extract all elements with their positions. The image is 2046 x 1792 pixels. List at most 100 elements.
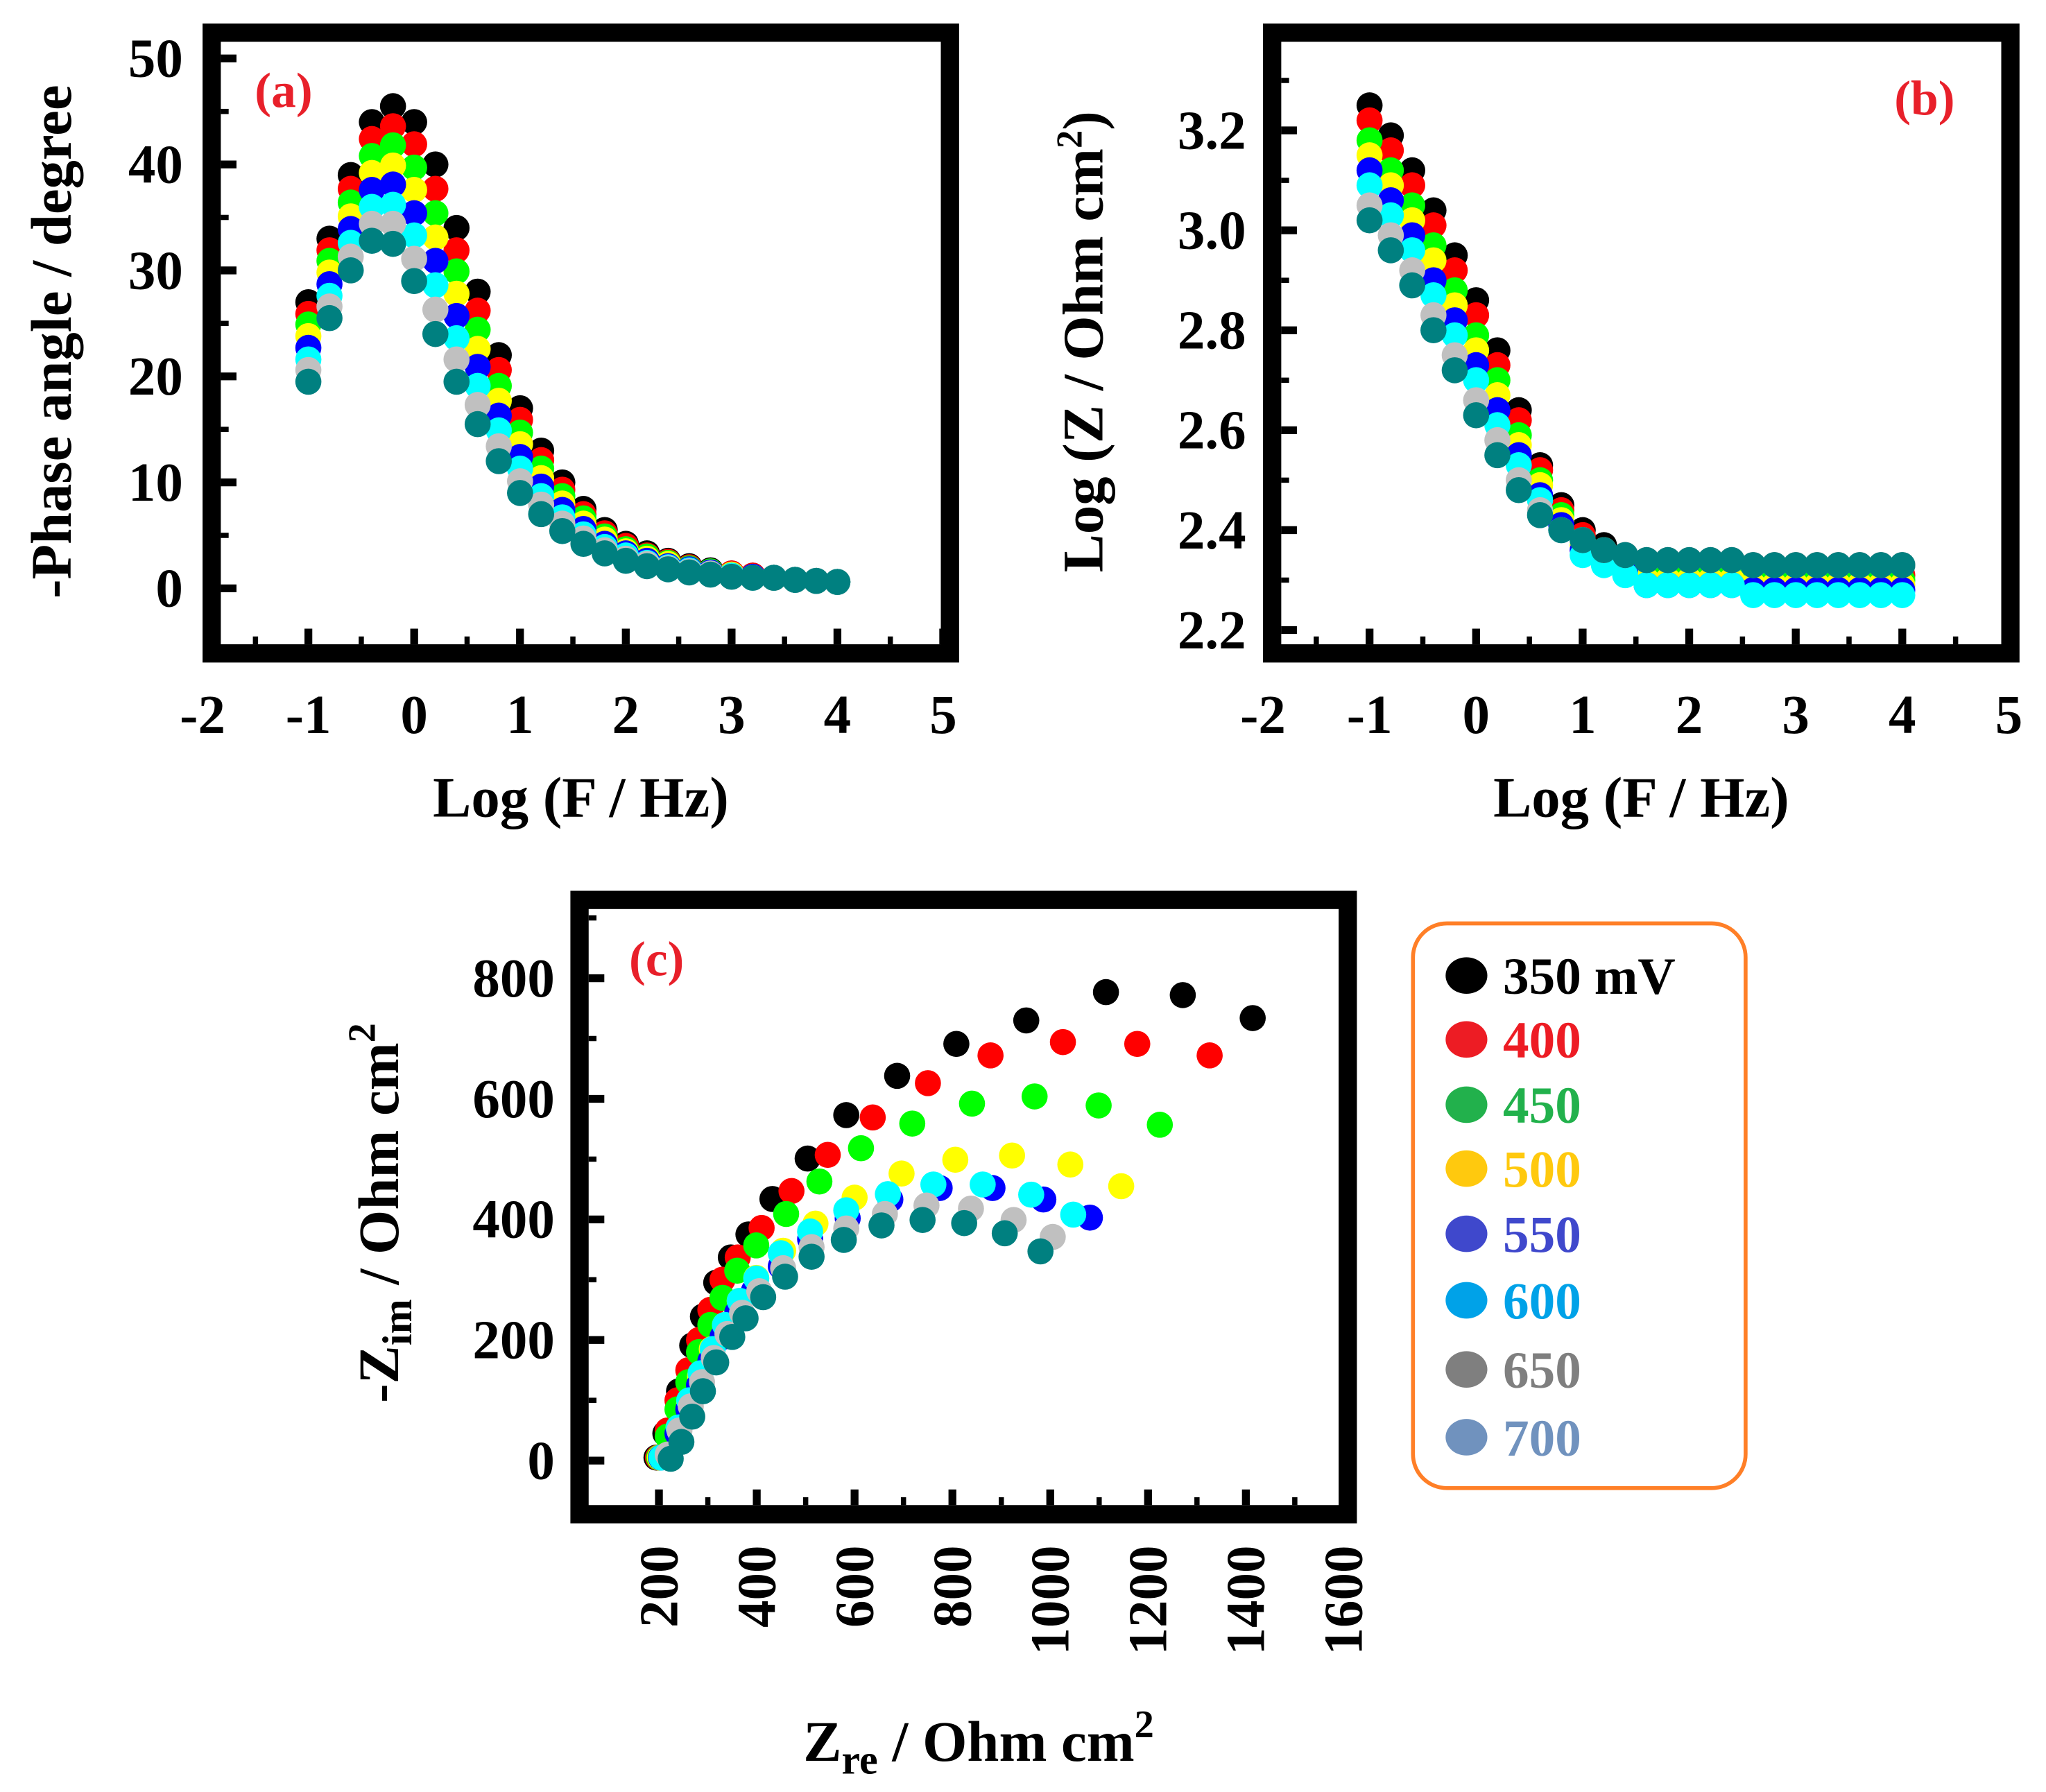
x-tick-label: 4 xyxy=(1889,685,1916,746)
data-point xyxy=(1548,517,1574,544)
y-tick-label: 50 xyxy=(128,29,183,89)
data-point xyxy=(1868,582,1894,608)
legend-entry: 700 xyxy=(1445,1410,1581,1467)
data-point xyxy=(1377,202,1404,229)
series-700-mv xyxy=(1356,207,1916,578)
panel-c-x-title-sub: re xyxy=(841,1737,877,1784)
data-point xyxy=(1484,442,1511,469)
data-point xyxy=(1092,979,1119,1006)
panel-c-y-title-rest: / Ohm cm xyxy=(347,1042,411,1299)
data-point xyxy=(942,1146,969,1173)
data-point xyxy=(359,227,385,254)
data-point xyxy=(1027,1238,1054,1265)
data-point xyxy=(1570,526,1596,553)
data-point xyxy=(875,1181,901,1207)
data-point xyxy=(612,547,639,574)
y-tick-label: 600 xyxy=(472,1069,554,1130)
data-point xyxy=(570,531,597,558)
x-tick-label: 3 xyxy=(718,685,745,746)
x-tick-label: 4 xyxy=(824,685,851,746)
data-point xyxy=(379,113,406,139)
x-tick-label: 1400 xyxy=(1217,1546,1277,1655)
data-point xyxy=(1782,552,1809,578)
data-point xyxy=(1441,322,1468,349)
data-point xyxy=(1633,546,1660,574)
data-point xyxy=(401,154,427,181)
data-point xyxy=(1612,562,1639,589)
data-point xyxy=(443,325,470,352)
data-point xyxy=(676,559,703,586)
data-point xyxy=(1825,552,1852,578)
data-point xyxy=(422,175,449,203)
data-point xyxy=(401,268,427,295)
panel-c-y-title-main: -Z xyxy=(347,1345,411,1403)
data-point xyxy=(1846,582,1873,608)
data-point xyxy=(719,1324,746,1350)
legend-entry: 500 xyxy=(1445,1141,1581,1198)
data-point xyxy=(1590,537,1617,564)
data-point xyxy=(977,1042,1004,1069)
panel-c-x-axis-title: Zre / Ohm cm2 xyxy=(803,1703,1154,1784)
data-point xyxy=(1761,582,1788,608)
data-point xyxy=(1057,1151,1084,1178)
data-point xyxy=(1846,552,1873,578)
x-tick-label: 800 xyxy=(923,1546,983,1628)
data-point xyxy=(1420,317,1447,343)
data-point xyxy=(422,224,449,251)
data-point xyxy=(379,191,406,218)
x-tick-label: 3 xyxy=(1782,685,1809,746)
data-point xyxy=(1782,582,1809,608)
data-point xyxy=(1169,982,1196,1008)
data-point xyxy=(859,1104,886,1131)
data-point xyxy=(464,336,491,362)
x-tick-label: -1 xyxy=(286,685,332,746)
y-tick-label: 800 xyxy=(472,949,554,1009)
panel-c-y-title-sub: im xyxy=(375,1299,421,1345)
data-point xyxy=(1527,502,1554,528)
panel-a-markers xyxy=(295,93,851,595)
data-point xyxy=(803,567,829,594)
data-point xyxy=(422,200,449,227)
legend-label: 550 xyxy=(1503,1206,1581,1264)
panel-c-label: (c) xyxy=(629,932,684,987)
y-tick-label: 2.8 xyxy=(1178,301,1246,361)
data-point xyxy=(443,302,470,329)
x-tick-label: 0 xyxy=(400,685,427,746)
data-point xyxy=(1697,546,1724,574)
y-tick-label: 3.2 xyxy=(1178,101,1246,161)
panel-c-markers xyxy=(643,979,1266,1472)
legend-label: 500 xyxy=(1503,1141,1581,1198)
data-point xyxy=(1049,1028,1076,1056)
data-point xyxy=(920,1171,947,1198)
data-point xyxy=(1463,302,1490,329)
data-point xyxy=(1441,357,1468,384)
data-point xyxy=(899,1110,926,1137)
legend-entry: 400 xyxy=(1445,1012,1581,1069)
data-point xyxy=(1676,546,1703,574)
data-point xyxy=(464,392,491,418)
x-tick-label: 2 xyxy=(612,685,639,746)
data-point xyxy=(1889,582,1916,608)
data-point xyxy=(507,480,533,506)
data-point xyxy=(401,200,427,227)
x-tick-label: 5 xyxy=(1995,685,2022,746)
data-point xyxy=(743,1232,770,1259)
x-tick-label: -2 xyxy=(180,685,225,746)
panel-b-ticks: -2 -1 0 1 2 3 4 5 2.2 2.4 2.6 2.8 3.0 3.2 xyxy=(1178,78,2022,746)
panel-c-y-title-sup: 2 xyxy=(341,1023,384,1042)
data-point xyxy=(1356,207,1383,234)
data-point xyxy=(1697,571,1724,598)
data-point xyxy=(422,296,449,323)
x-tick-label: -2 xyxy=(1240,685,1286,746)
data-point xyxy=(915,1070,941,1096)
x-tick-label: 400 xyxy=(727,1546,787,1628)
panel-b-y-title-end: ) xyxy=(1051,111,1115,130)
data-point xyxy=(888,1160,915,1187)
legend-marker-icon xyxy=(1445,1419,1488,1456)
panel-b-y-title-sup: 2 xyxy=(1050,130,1090,148)
legend-entry: 550 xyxy=(1445,1206,1581,1264)
legend-entry: 600 xyxy=(1445,1273,1581,1330)
x-tick-label: 1 xyxy=(506,685,533,746)
data-point xyxy=(1060,1201,1087,1228)
